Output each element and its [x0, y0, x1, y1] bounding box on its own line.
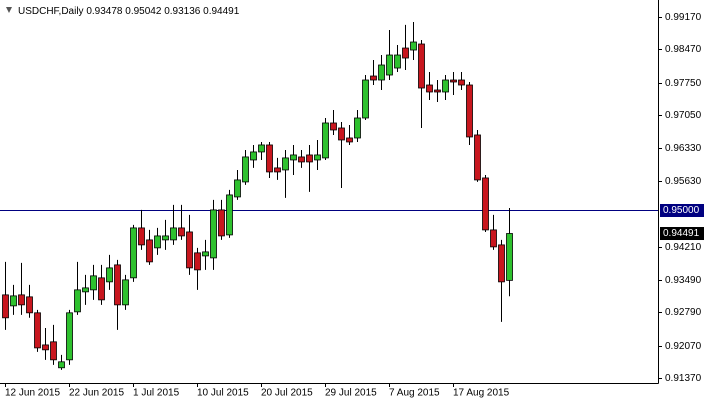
candle-body	[402, 47, 409, 59]
candle-body	[250, 151, 257, 161]
candle-body	[282, 157, 289, 171]
candle-body	[458, 79, 465, 86]
candle-body	[162, 235, 169, 241]
candle-body	[466, 84, 473, 138]
candle-body	[114, 264, 121, 306]
close-value: 0.94491	[203, 6, 240, 17]
candle-body	[10, 295, 17, 307]
y-tick-label: 0.94210	[665, 242, 702, 253]
candle-body	[442, 79, 449, 93]
candle-body	[58, 361, 65, 369]
candle-body	[258, 144, 265, 153]
candle-body	[306, 154, 313, 163]
candle-body	[90, 275, 97, 291]
candle-body	[218, 209, 225, 237]
candle-body	[98, 277, 105, 301]
open-value: 0.93478	[86, 6, 123, 17]
y-tick-label: 0.98470	[665, 44, 702, 55]
candle-body	[362, 79, 369, 119]
x-tick-label: 20 Jul 2015	[261, 388, 313, 399]
candle-body	[338, 127, 345, 141]
candle-body	[346, 137, 353, 143]
candle-body	[130, 227, 137, 279]
x-tick-label: 12 Jun 2015	[5, 388, 60, 399]
candle-body	[242, 156, 249, 183]
candle-body	[266, 144, 273, 173]
candle-body	[66, 312, 73, 361]
candle-body	[178, 227, 185, 237]
low-value: 0.93136	[164, 6, 201, 17]
candle-body	[202, 251, 209, 257]
x-tick-label: 17 Aug 2015	[453, 388, 510, 399]
candle-body	[354, 117, 361, 139]
y-tick-label: 0.95630	[665, 176, 702, 187]
candle-body	[450, 79, 457, 83]
y-tick-label: 0.93490	[665, 275, 702, 286]
y-tick-label: 0.97750	[665, 78, 702, 89]
candle-body	[498, 244, 505, 283]
candle-body	[386, 54, 393, 76]
candle-body	[322, 122, 329, 159]
y-tick-label: 0.91370	[665, 373, 702, 384]
level-label-box	[660, 204, 704, 217]
candle-body	[226, 194, 233, 236]
candle-body	[298, 156, 305, 163]
candle-body	[274, 167, 281, 173]
chart-header: USDCHF,Daily 0.93478 0.95042 0.93136 0.9…	[18, 6, 240, 17]
candle-body	[34, 312, 41, 349]
candle-body	[122, 279, 129, 306]
candle-body	[370, 75, 377, 81]
price-label: 0.94491	[663, 228, 700, 239]
candle-body	[170, 227, 177, 241]
level-label: 0.95000	[663, 205, 700, 216]
candle-body	[418, 43, 425, 89]
candle-body	[426, 84, 433, 93]
x-tick-label: 7 Aug 2015	[389, 388, 440, 399]
candle-body	[410, 41, 417, 51]
candle-body	[146, 239, 153, 263]
candle-body	[210, 209, 217, 259]
header-icon	[6, 7, 12, 13]
candle-body	[314, 154, 321, 161]
x-tick-label: 29 Jul 2015	[325, 388, 377, 399]
candle-body	[490, 229, 497, 248]
candle-body	[474, 134, 481, 181]
high-value: 0.95042	[125, 6, 162, 17]
candle-body	[2, 294, 9, 319]
candle-body	[394, 54, 401, 69]
y-tick-label: 0.92070	[665, 341, 702, 352]
candle-body	[138, 227, 145, 246]
candle-body	[506, 233, 513, 281]
candle-body	[330, 122, 337, 131]
candle-body	[194, 252, 201, 271]
price-label-box	[660, 227, 704, 241]
candle-body	[434, 89, 441, 93]
y-tick-label: 0.92790	[665, 307, 702, 318]
plot	[0, 22, 658, 370]
symbol: USDCHF,Daily	[18, 6, 84, 17]
candle-body	[74, 289, 81, 313]
candle-body	[290, 154, 297, 161]
candle-body	[26, 296, 33, 314]
x-tick-label: 22 Jun 2015	[69, 388, 124, 399]
candle-body	[18, 294, 25, 306]
candle-body	[50, 341, 57, 361]
x-tick-label: 1 Jul 2015	[133, 388, 180, 399]
candle-body	[42, 344, 49, 351]
candle-body	[106, 267, 113, 283]
candle-body	[154, 235, 161, 249]
y-tick-label: 0.96330	[665, 143, 702, 154]
x-tick-label: 10 Jul 2015	[197, 388, 249, 399]
y-tick-label: 0.99170	[665, 12, 702, 23]
candle-body	[482, 177, 489, 231]
candle-body	[378, 64, 385, 81]
y-tick-label: 0.97050	[665, 110, 702, 121]
candle-body	[234, 179, 241, 198]
candle-body	[186, 231, 193, 269]
candle-body	[82, 287, 89, 293]
